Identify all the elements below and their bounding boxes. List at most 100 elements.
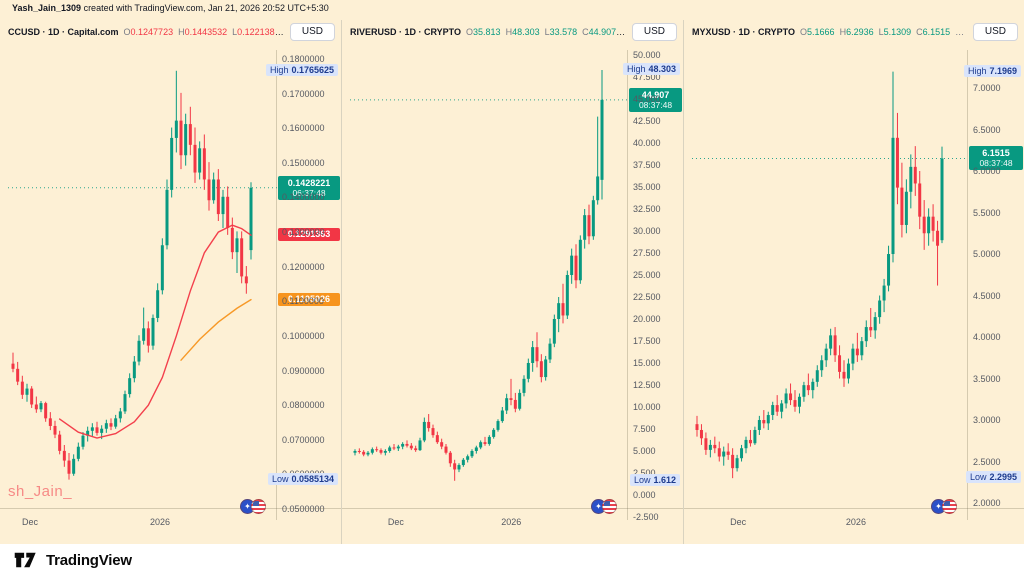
time-axis[interactable]: Dec 2026 — [0, 508, 341, 545]
price-tick: 17.500 — [633, 335, 661, 346]
price-tick: 40.000 — [633, 138, 661, 148]
price-tick: 0.0800000 — [282, 400, 325, 411]
price-tick: 5.000 — [633, 445, 656, 456]
price-tick: 0.1200000 — [282, 261, 325, 272]
chart-panel-ccusd: CCUSD · 1D · Capital.com O0.1247723 H0.144… — [0, 20, 341, 544]
low-label: Low 0.0585134 — [267, 472, 338, 485]
symbol-title[interactable]: MYXUSD · 1D · CRYPTO — [692, 27, 796, 37]
price-tick: 32.500 — [633, 204, 661, 214]
time-label: Dec — [22, 517, 39, 527]
ohlc-values: O5.1666 H6.2936 L5.1309 C6.1515… — [795, 27, 964, 37]
currency-button[interactable]: USD — [972, 23, 1018, 41]
price-tick: 37.500 — [633, 160, 661, 170]
current-price-badge: 44.907 08:37:48 — [629, 87, 682, 112]
ohlc-value: 0.1247723 — [130, 27, 174, 37]
level-badge: 0.1105026 — [278, 292, 340, 306]
time-axis[interactable]: Dec 2026 — [342, 508, 683, 545]
symbol-title[interactable]: RIVERUSD · 1D · CRYPTO — [350, 27, 462, 37]
price-tick: 0.1000000 — [282, 330, 325, 341]
ohlc-key: O — [800, 27, 808, 37]
ohlc-value: 5.1309 — [883, 27, 912, 37]
price-tick: 20.000 — [633, 313, 661, 324]
candlestick-canvas — [8, 70, 277, 480]
level-badge: 0.1291363 — [278, 228, 340, 242]
price-tick: 22.500 — [633, 291, 661, 302]
time-label: 2026 — [149, 517, 170, 527]
price-plot[interactable] — [692, 50, 968, 508]
ohlc-value: 48.303 — [512, 27, 540, 37]
tradingview-logo-icon[interactable] — [14, 551, 40, 569]
time-label: Dec — [730, 517, 747, 527]
price-tick: 0.1700000 — [282, 88, 325, 99]
price-tick: 35.000 — [633, 182, 661, 192]
price-scale[interactable]: 6.1515 08:37:48 7.0000 6.5000 6.0000 5.5000… — [963, 50, 1024, 520]
ohlc-value: 44.907 — [588, 27, 617, 37]
price-plot[interactable] — [350, 50, 628, 508]
chart-header: RIVERUSD · 1D · CRYPTO O35.813 H48.303 L33.… — [350, 25, 627, 39]
attribution-text: created with TradingView.com, Jan 21, 20… — [81, 3, 329, 13]
current-price-badge: 0.1428221 06:37:48 — [278, 175, 340, 200]
price-tick: 0.1500000 — [282, 157, 325, 168]
price-tick: 45.000 — [633, 94, 661, 104]
price-tick: 4.0000 — [973, 332, 1001, 343]
usd-flag-icon — [942, 499, 957, 514]
price-scale[interactable]: 44.907 08:37:48 50.000 47.500 45.000 42.500… — [622, 50, 683, 522]
current-price-badge: 6.1515 08:37:48 — [969, 146, 1023, 171]
ohlc-value: 6.2936 — [846, 27, 874, 37]
price-tick: 42.500 — [633, 116, 661, 126]
price-tick: 3.5000 — [973, 373, 1001, 384]
time-label: 2026 — [845, 517, 866, 527]
ohlc-value: 0.1443532 — [184, 27, 228, 37]
price-tick: 7.500 — [633, 423, 656, 434]
countdown-timer: 08:37:48 — [638, 99, 673, 110]
high-label: High 0.1765625 — [265, 63, 338, 76]
usd-flag-icon — [602, 499, 617, 514]
price-tick: 0.000 — [633, 489, 656, 500]
price-tick: 5.0000 — [973, 249, 1001, 260]
ohlc-value: 0.1221389 — [237, 27, 280, 37]
price-plot[interactable]: sh_Jain_ — [8, 50, 277, 508]
symbol-logos: ✦ — [931, 499, 957, 514]
chart-panel-myxusd: MYXUSD · 1D · CRYPTO O5.1666 H6.2936 L5.130… — [683, 20, 1024, 544]
ohlc-value: 6.1515 — [922, 27, 951, 37]
price-tick: 47.500 — [633, 72, 661, 82]
price-tick: 0.1100000 — [282, 296, 324, 307]
price-tick: 3.0000 — [973, 415, 1001, 426]
ohlc-key: O — [123, 27, 131, 37]
price-tick: 7.0000 — [973, 83, 1001, 93]
price-tick: 27.500 — [633, 247, 661, 258]
tradingview-wordmark[interactable]: TradingView — [46, 551, 132, 569]
countdown-timer: 08:37:48 — [979, 158, 1013, 169]
low-label: Low 1.612 — [629, 473, 680, 486]
price-scale[interactable]: 0.1291363 0.1105026 0.1428221 06:37:48 0… — [265, 50, 341, 520]
symbol-title[interactable]: CCUSD · 1D · Capital.com — [8, 27, 119, 37]
price-tick: 25.000 — [633, 269, 661, 280]
time-label: 2026 — [501, 517, 522, 527]
chart-header: CCUSD · 1D · Capital.com O0.1247723 H0.144… — [8, 25, 285, 39]
price-tick: 2.5000 — [973, 456, 1001, 467]
currency-button[interactable]: USD — [631, 23, 677, 41]
high-label: High 48.303 — [622, 62, 680, 75]
price-tick: 0.0700000 — [282, 434, 325, 445]
price-tick: 12.500 — [633, 379, 661, 390]
ohlc-value: 35.813 — [473, 27, 501, 37]
time-axis[interactable]: Dec 2026 — [684, 508, 1024, 545]
price-tick: 15.000 — [633, 357, 661, 368]
price-tick: 0.0500000 — [282, 504, 325, 515]
usd-flag-icon — [251, 499, 266, 514]
price-tick: 2.500 — [633, 467, 656, 478]
price-tick: 5.5000 — [973, 207, 1001, 218]
high-label: High 7.1969 — [963, 64, 1021, 77]
price-tick: 10.000 — [633, 401, 661, 412]
price-tick: 50.000 — [633, 50, 661, 60]
ohlc-value: 33.578 — [549, 27, 578, 37]
symbol-logos: ✦ — [240, 499, 266, 514]
price-tick: 0.1400000 — [282, 192, 325, 203]
time-label: Dec — [387, 517, 404, 527]
price-tick: 4.5000 — [973, 290, 1001, 301]
footer-bar: TradingView — [0, 544, 1024, 576]
currency-button[interactable]: USD — [289, 23, 335, 41]
username-watermark: sh_Jain_ — [8, 483, 73, 500]
